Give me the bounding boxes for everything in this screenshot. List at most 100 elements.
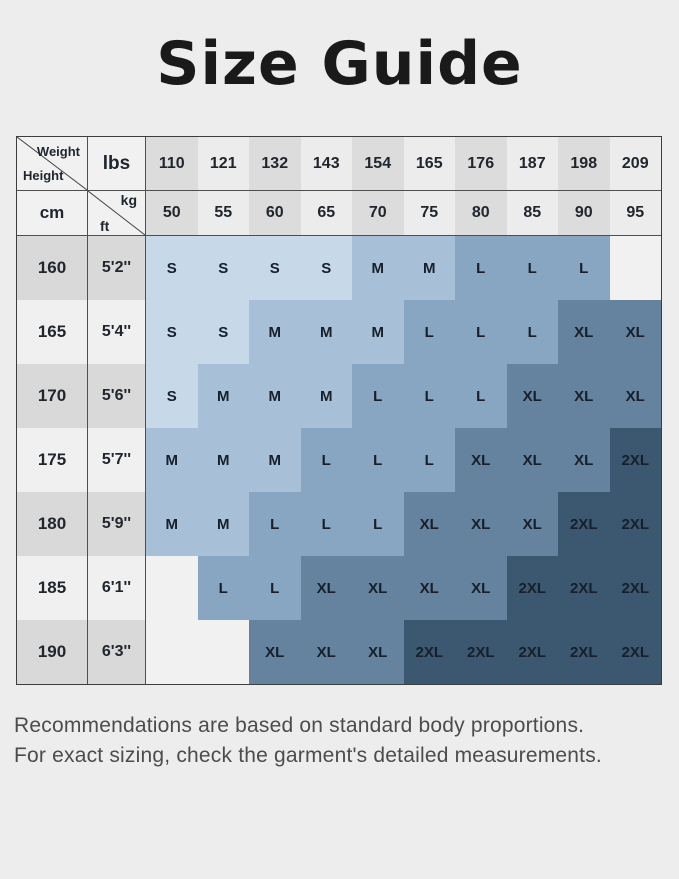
size-cell: L bbox=[403, 428, 455, 492]
size-cell: L bbox=[249, 556, 301, 620]
size-cell: M bbox=[146, 428, 198, 492]
empty-size-cell bbox=[146, 620, 198, 684]
size-cell: S bbox=[146, 364, 198, 428]
kg-ft-unit-cell: kg ft bbox=[88, 191, 146, 236]
weight-lbs-header: 132 bbox=[249, 137, 301, 191]
size-cell: M bbox=[197, 428, 249, 492]
size-cell: XL bbox=[455, 428, 507, 492]
weight-kg-header: 95 bbox=[609, 191, 661, 236]
size-cell: M bbox=[249, 428, 301, 492]
size-cell: XL bbox=[403, 556, 455, 620]
diagonal-divider-line bbox=[88, 191, 145, 235]
size-cell: L bbox=[352, 428, 404, 492]
size-cell: XL bbox=[352, 620, 404, 684]
size-cell: S bbox=[197, 300, 249, 364]
size-cell: S bbox=[146, 236, 198, 300]
size-cell: S bbox=[146, 300, 198, 364]
height-cm-cell: 170 bbox=[17, 364, 88, 428]
size-cell: 2XL bbox=[506, 620, 558, 684]
height-ft-cell: 6'1'' bbox=[88, 556, 146, 620]
size-cell: M bbox=[197, 364, 249, 428]
size-cell: M bbox=[249, 300, 301, 364]
size-cell: XL bbox=[249, 620, 301, 684]
weight-lbs-header: 154 bbox=[352, 137, 404, 191]
weight-kg-header: 80 bbox=[455, 191, 507, 236]
size-cell: M bbox=[403, 236, 455, 300]
page-title: Size Guide bbox=[156, 29, 523, 99]
height-ft-cell: 5'2'' bbox=[88, 236, 146, 300]
size-cell: L bbox=[455, 300, 507, 364]
height-cm-cell: 175 bbox=[17, 428, 88, 492]
size-cell: 2XL bbox=[558, 492, 610, 556]
weight-lbs-header: 187 bbox=[506, 137, 558, 191]
size-cell: XL bbox=[403, 492, 455, 556]
size-cell: L bbox=[403, 364, 455, 428]
size-cell: 2XL bbox=[506, 556, 558, 620]
size-cell: M bbox=[352, 300, 404, 364]
size-cell: L bbox=[197, 556, 249, 620]
size-cell: 2XL bbox=[609, 620, 661, 684]
size-cell: S bbox=[249, 236, 301, 300]
size-cell: L bbox=[300, 492, 352, 556]
size-cell: L bbox=[558, 236, 610, 300]
empty-size-cell bbox=[609, 236, 661, 300]
size-cell: XL bbox=[558, 428, 610, 492]
size-cell: L bbox=[455, 364, 507, 428]
size-cell: L bbox=[403, 300, 455, 364]
size-guide-table: Weight Height lbs 110 121 132 143 154 165 176 187 1… bbox=[16, 136, 662, 685]
footer-note: Recommendations are based on standard bo… bbox=[14, 711, 679, 771]
size-cell: L bbox=[352, 492, 404, 556]
size-cell: XL bbox=[455, 492, 507, 556]
height-ft-cell: 5'7'' bbox=[88, 428, 146, 492]
height-ft-cell: 5'4'' bbox=[88, 300, 146, 364]
size-cell: M bbox=[146, 492, 198, 556]
size-cell: L bbox=[352, 364, 404, 428]
size-cell: XL bbox=[558, 300, 610, 364]
weight-lbs-header: 110 bbox=[146, 137, 198, 191]
height-ft-cell: 6'3'' bbox=[88, 620, 146, 684]
weight-lbs-header: 121 bbox=[197, 137, 249, 191]
size-cell: L bbox=[506, 300, 558, 364]
height-cm-cell: 165 bbox=[17, 300, 88, 364]
size-cell: 2XL bbox=[609, 492, 661, 556]
size-cell: L bbox=[300, 428, 352, 492]
size-cell: XL bbox=[506, 492, 558, 556]
size-cell: M bbox=[300, 364, 352, 428]
size-cell: M bbox=[352, 236, 404, 300]
size-cell: XL bbox=[506, 364, 558, 428]
size-cell: 2XL bbox=[455, 620, 507, 684]
size-cell: L bbox=[249, 492, 301, 556]
weight-kg-header: 65 bbox=[300, 191, 352, 236]
weight-kg-header: 90 bbox=[558, 191, 610, 236]
size-cell: 2XL bbox=[609, 428, 661, 492]
size-cell: XL bbox=[455, 556, 507, 620]
footer-line-1: Recommendations are based on standard bo… bbox=[14, 714, 585, 737]
weight-kg-header: 70 bbox=[352, 191, 404, 236]
height-cm-cell: 190 bbox=[17, 620, 88, 684]
size-cell: M bbox=[249, 364, 301, 428]
height-cm-cell: 185 bbox=[17, 556, 88, 620]
size-cell: S bbox=[300, 236, 352, 300]
size-cell: M bbox=[300, 300, 352, 364]
empty-size-cell bbox=[197, 620, 249, 684]
size-cell: 2XL bbox=[558, 620, 610, 684]
height-cm-cell: 180 bbox=[17, 492, 88, 556]
size-cell: XL bbox=[609, 300, 661, 364]
empty-size-cell bbox=[146, 556, 198, 620]
weight-kg-header: 55 bbox=[197, 191, 249, 236]
size-cell: S bbox=[197, 236, 249, 300]
weight-kg-header: 75 bbox=[403, 191, 455, 236]
corner-weight-label: Weight bbox=[36, 144, 80, 159]
lbs-unit-header: lbs bbox=[88, 137, 146, 191]
size-cell: XL bbox=[506, 428, 558, 492]
weight-lbs-header: 165 bbox=[403, 137, 455, 191]
weight-lbs-header: 176 bbox=[455, 137, 507, 191]
corner-height-label: Height bbox=[23, 168, 64, 183]
weight-lbs-header: 209 bbox=[609, 137, 661, 191]
weight-lbs-header: 143 bbox=[300, 137, 352, 191]
weight-lbs-header: 198 bbox=[558, 137, 610, 191]
height-ft-cell: 5'6'' bbox=[88, 364, 146, 428]
size-cell: XL bbox=[300, 556, 352, 620]
weight-kg-header: 60 bbox=[249, 191, 301, 236]
cm-unit-header: cm bbox=[17, 191, 88, 236]
